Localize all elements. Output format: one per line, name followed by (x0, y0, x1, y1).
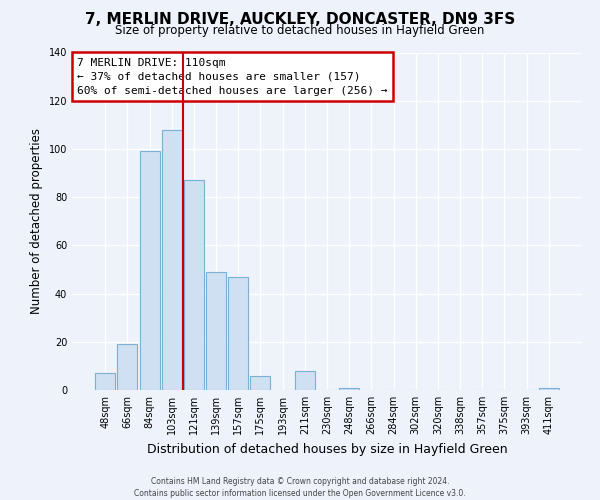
Bar (250, 376, 271, 390)
Bar (95, 373, 115, 390)
Text: Size of property relative to detached houses in Hayfield Green: Size of property relative to detached ho… (115, 24, 485, 37)
Text: 7, MERLIN DRIVE, AUCKLEY, DONCASTER, DN9 3FS: 7, MERLIN DRIVE, AUCKLEY, DONCASTER, DN9… (85, 12, 515, 28)
Bar (339, 388, 359, 390)
Text: 7 MERLIN DRIVE: 110sqm
← 37% of detached houses are smaller (157)
60% of semi-de: 7 MERLIN DRIVE: 110sqm ← 37% of detached… (77, 58, 388, 96)
Bar (162, 130, 182, 390)
Bar (228, 276, 248, 390)
Bar (140, 152, 160, 390)
Bar (118, 344, 137, 390)
Bar (184, 180, 204, 390)
X-axis label: Distribution of detached houses by size in Hayfield Green: Distribution of detached houses by size … (146, 442, 508, 456)
Text: Contains HM Land Registry data © Crown copyright and database right 2024.
Contai: Contains HM Land Registry data © Crown c… (134, 476, 466, 498)
Bar (206, 272, 226, 390)
Bar (539, 388, 559, 390)
Y-axis label: Number of detached properties: Number of detached properties (30, 128, 43, 314)
Bar (295, 370, 315, 390)
